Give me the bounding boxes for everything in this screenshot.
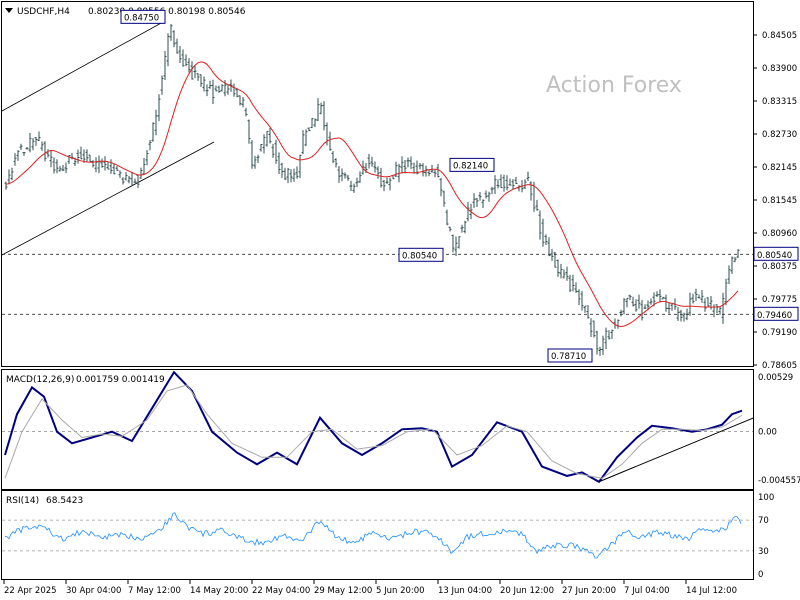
x-tick-label: 22 May 04:00 (252, 586, 310, 596)
level-axis-label: 0.80540 (757, 251, 792, 261)
x-tick-label: 14 Jul 12:00 (686, 586, 737, 596)
x-tick-label: 29 May 12:00 (314, 586, 372, 596)
x-tick-label: 30 Apr 04:00 (66, 586, 121, 596)
macd-y-tick-label: 0.00 (758, 428, 777, 438)
price-y-tick-label: 0.82730 (762, 130, 797, 140)
dropdown-arrow-icon[interactable] (5, 8, 13, 13)
macd-values: 0.001759 0.001419 (76, 375, 165, 385)
channel-upper-line (1, 21, 164, 112)
level-axis-label-box (753, 306, 799, 321)
price-annotation-box (398, 247, 444, 262)
price-y-tick-label: 0.83315 (762, 97, 797, 107)
price-y-tick-label: 0.79190 (762, 328, 797, 338)
price-annotation-box (120, 9, 166, 24)
price-annotation-box (449, 157, 495, 172)
x-tick-label: 20 Jun 12:00 (500, 586, 554, 596)
macd-panel-frame (1, 369, 754, 490)
x-tick-label: 22 Apr 2025 (4, 586, 57, 596)
rsi-layer (2, 512, 753, 559)
x-tick-label: 7 May 12:00 (128, 586, 181, 596)
x-tick-label: 5 Jun 20:00 (376, 586, 425, 596)
ohlc-values: 0.80230 0.80556 0.80198 0.80546 (88, 7, 246, 17)
price-layer: 0.84750 0.82140 0.80540 0.78710 (1, 9, 753, 363)
price-annotation-label: 0.82140 (453, 161, 488, 171)
level-axis-label-box (753, 246, 799, 261)
rsi-title: RSI(14) (6, 496, 39, 506)
price-y-tick-label: 0.80960 (762, 229, 797, 239)
macd-layer (2, 370, 755, 484)
x-tick-label: 7 Jul 04:00 (624, 586, 670, 596)
x-tick-label: 27 Jun 20:00 (562, 586, 616, 596)
price-y-tick-label: 0.79775 (762, 295, 797, 305)
macd-signal-line (4, 384, 743, 479)
price-y-tick-label: 0.78605 (762, 361, 797, 371)
price-y-tick-label: 0.83900 (762, 64, 797, 74)
macd-main-line (4, 370, 743, 484)
price-panel-frame (1, 1, 754, 367)
price-y-tick-label: 0.82145 (762, 163, 797, 173)
rsi-panel-frame (1, 490, 754, 580)
macd-trendline (598, 417, 755, 483)
rsi-y-tick-label: 70 (758, 516, 769, 526)
price-annotation-box (547, 348, 593, 363)
rsi-y-tick-label: 100 (758, 493, 774, 503)
watermark: Action Forex (546, 73, 682, 98)
level-axis-label: 0.79460 (757, 311, 792, 321)
x-tick-label: 13 Jun 04:00 (438, 586, 492, 596)
macd-title: MACD(12,26,9) (6, 375, 74, 385)
price-annotation-label: 0.80540 (402, 251, 437, 261)
price-y-tick-label: 0.80375 (762, 262, 797, 272)
price-annotation-label: 0.84750 (124, 13, 159, 23)
macd-y-tick-label: -0.004557 (758, 476, 800, 486)
moving-average-line (5, 61, 739, 328)
rsi-y-tick-label: 30 (758, 547, 769, 557)
x-tick-label: 14 May 20:00 (190, 586, 248, 596)
axis-layer: 0.84505 0.83900 0.83315 0.82730 0.82145 0.815… (3, 31, 800, 596)
price-y-tick-label: 0.84505 (762, 31, 797, 41)
price-annotation-label: 0.78710 (551, 352, 586, 362)
rsi-line (4, 512, 742, 559)
rsi-y-tick-label: 0 (758, 570, 763, 580)
channel-lower-line (1, 141, 215, 256)
macd-y-tick-label: 0.00529 (758, 373, 793, 383)
rsi-value: 68.5423 (46, 496, 83, 506)
symbol-label: USDCHF,H4 (17, 7, 70, 17)
price-y-tick-label: 0.81545 (762, 196, 797, 206)
